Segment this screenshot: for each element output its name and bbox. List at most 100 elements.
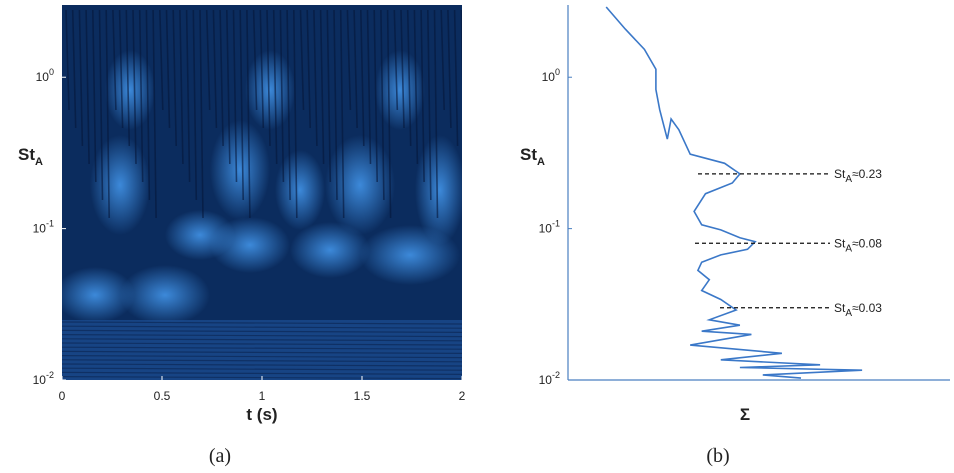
- scalogram-stripe: [219, 9, 224, 147]
- scalogram-stripe: [420, 9, 425, 183]
- scalogram-stripe: [252, 9, 258, 111]
- scalogram-blob: [120, 265, 210, 325]
- annotation: StA≈0.03: [834, 301, 882, 319]
- scalogram-stripe: [279, 9, 285, 183]
- scalogram-stripe: [326, 9, 332, 183]
- scalogram-stripe: [159, 9, 164, 111]
- annotation: StA≈0.08: [834, 236, 882, 254]
- annotation-rest: ≈0.08: [852, 236, 882, 250]
- tick-exp: -1: [46, 219, 54, 229]
- scalogram-stripe: [205, 9, 211, 111]
- scalogram-fringe: [62, 338, 462, 342]
- scalogram-stripe: [152, 9, 157, 219]
- scalogram-stripe: [453, 9, 459, 147]
- scalogram-stripe: [366, 9, 372, 165]
- scalogram-stripe: [105, 9, 110, 219]
- scalogram-blob: [165, 210, 235, 260]
- scalogram-stripe: [239, 9, 244, 201]
- scalogram-stripe: [346, 9, 352, 111]
- annotation-main: St: [834, 167, 846, 181]
- scalogram-stripe: [299, 9, 305, 111]
- annotation-main: St: [834, 301, 846, 315]
- y-tick-label: 10-1: [539, 219, 560, 236]
- annotation-rest: ≈0.23: [852, 167, 882, 181]
- scalogram-stripe: [393, 9, 399, 111]
- caption: (b): [706, 445, 729, 467]
- x-tick-label: 0: [59, 389, 66, 403]
- tick-exp: -1: [552, 219, 560, 229]
- scalogram-stripe: [266, 9, 271, 147]
- tick-base: 10: [36, 70, 50, 84]
- scalogram-stripe: [353, 9, 358, 129]
- caption: (a): [209, 445, 231, 467]
- annotation-rest: ≈0.03: [852, 301, 882, 315]
- label-sub: A: [35, 156, 43, 168]
- scalogram-stripe: [132, 9, 137, 165]
- scalogram-blob: [90, 135, 150, 235]
- scalogram-stripe: [259, 9, 265, 129]
- tick-base: 10: [542, 70, 556, 84]
- label-sub: A: [537, 156, 545, 168]
- scalogram-fringe: [62, 371, 462, 375]
- scalogram-fringe: [62, 334, 462, 338]
- scalogram-stripe: [333, 9, 338, 201]
- annotation-sub: A: [845, 243, 852, 254]
- scalogram-stripe: [386, 9, 392, 219]
- scalogram-stripe: [112, 9, 117, 111]
- y-tick-label: 10-1: [33, 219, 54, 236]
- scalogram-stripe: [125, 9, 131, 147]
- tick-exp: -2: [46, 370, 54, 380]
- tick-base: 10: [33, 373, 47, 387]
- x-tick-label: 1.5: [354, 389, 371, 403]
- scalogram-stripe: [272, 9, 278, 165]
- scalogram-stripe: [185, 9, 191, 183]
- scalogram-stripe: [226, 9, 231, 165]
- scalogram-blob: [275, 150, 325, 230]
- y-tick-label: 10-2: [33, 370, 54, 387]
- scalogram-stripe: [373, 9, 378, 183]
- y-tick-label: 10-2: [539, 370, 560, 387]
- annotation-sub: A: [845, 174, 852, 185]
- sigma-line: [605, 6, 863, 379]
- scalogram-stripe: [360, 9, 365, 147]
- scalogram-stripe: [118, 9, 124, 129]
- scalogram-fringe: [62, 329, 462, 333]
- y-tick-label: 100: [36, 67, 54, 84]
- annotation-sub: A: [845, 308, 852, 319]
- scalogram-fringe: [62, 342, 462, 346]
- scalogram-stripe: [92, 9, 97, 183]
- scalogram-stripe: [440, 9, 445, 111]
- scalogram-fringe: [62, 355, 462, 359]
- scalogram-blob: [375, 50, 425, 130]
- scalogram-stripe: [232, 9, 238, 183]
- scalogram-stripe: [433, 9, 439, 219]
- tick-exp: 0: [555, 67, 560, 77]
- scalogram-stripe: [293, 9, 298, 219]
- scalogram-stripe: [65, 9, 70, 111]
- x-axis-label: t (s): [246, 405, 277, 424]
- scalogram-stripe: [406, 9, 412, 147]
- scalogram-stripe: [138, 9, 144, 183]
- label-main: St: [520, 145, 537, 164]
- scalogram-stripe: [306, 9, 311, 129]
- scalogram-stripe: [71, 9, 77, 129]
- tick-base: 10: [33, 222, 47, 236]
- scalogram-stripe: [460, 9, 462, 88]
- scalogram-blob: [105, 50, 155, 130]
- scalogram-stripe: [85, 9, 90, 165]
- scalogram-blob: [290, 222, 370, 278]
- annotation: StA≈0.23: [834, 167, 882, 185]
- scalogram-blob: [210, 120, 270, 220]
- scalogram-stripe: [172, 9, 177, 147]
- scalogram-fringe: [62, 359, 462, 363]
- x-axis-label: Σ: [740, 405, 750, 424]
- scalogram-stripe: [192, 9, 198, 201]
- x-tick-label: 1: [259, 389, 266, 403]
- axis-label: StA: [18, 145, 43, 168]
- scalogram-stripe: [319, 9, 325, 165]
- tick-exp: -2: [552, 370, 560, 380]
- y-tick-label: 100: [542, 67, 560, 84]
- x-tick-label: 2: [459, 389, 466, 403]
- scalogram-stripe: [413, 9, 419, 165]
